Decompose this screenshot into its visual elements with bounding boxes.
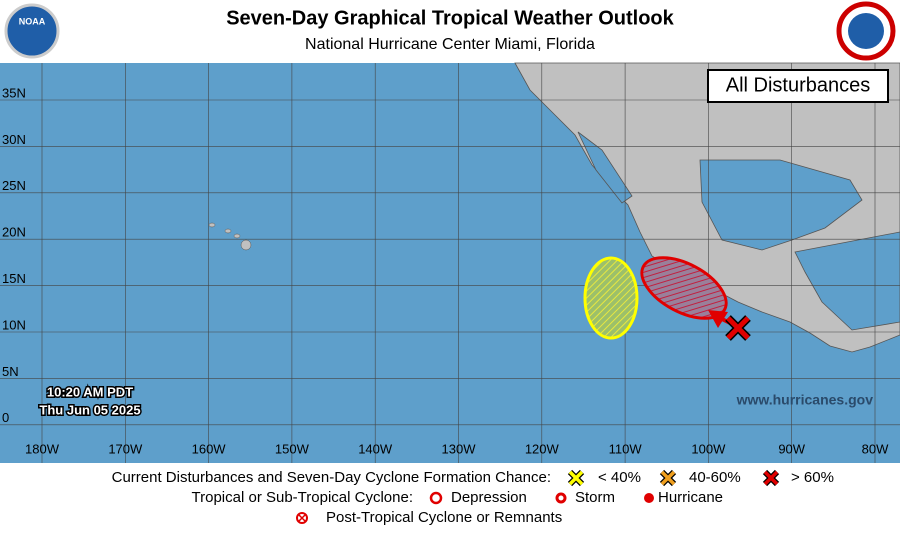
high-chance-x bbox=[725, 315, 751, 341]
gulf-of-mexico bbox=[699, 159, 863, 251]
lon-label: 180W bbox=[25, 441, 60, 456]
header-bg bbox=[0, 0, 900, 63]
legend-item: > 60% bbox=[791, 469, 834, 486]
lat-label: 30N bbox=[2, 132, 26, 147]
legend: Current Disturbances and Seven-Day Cyclo… bbox=[112, 469, 834, 526]
lat-label: 20N bbox=[2, 225, 26, 240]
lon-label: 90W bbox=[778, 441, 805, 456]
lon-label: 120W bbox=[525, 441, 560, 456]
legend-item: Post-Tropical Cyclone or Remnants bbox=[326, 509, 562, 526]
logo-text: NOAA bbox=[19, 16, 46, 26]
lon-label: 150W bbox=[275, 441, 310, 456]
lon-label: 110W bbox=[609, 441, 643, 456]
lat-label: 35N bbox=[2, 85, 26, 100]
badge: All Disturbances bbox=[726, 74, 871, 96]
hawaii bbox=[208, 222, 252, 251]
subtitle: National Hurricane Center Miami, Florida bbox=[305, 36, 595, 53]
legend-item: Storm bbox=[575, 489, 615, 506]
badge-box bbox=[707, 69, 889, 103]
map: All Disturbances 10:20 AM PDT Thu Jun 05… bbox=[0, 62, 900, 463]
lon-label: 130W bbox=[442, 441, 477, 456]
noaa-logo bbox=[4, 3, 60, 59]
area-high bbox=[640, 256, 728, 320]
legend-item: < 40% bbox=[598, 469, 641, 486]
graticule bbox=[0, 63, 900, 463]
website: www.hurricanes.gov bbox=[736, 392, 874, 408]
title: Seven-Day Graphical Tropical Weather Out… bbox=[226, 7, 674, 29]
nws-logo-inner bbox=[848, 13, 884, 49]
lat-label: 15N bbox=[2, 271, 26, 286]
legend-item: Depression bbox=[451, 489, 527, 506]
area-low bbox=[583, 256, 639, 340]
lat-label: 0 bbox=[2, 410, 9, 425]
caribbean bbox=[794, 231, 900, 331]
lon-label: 160W bbox=[192, 441, 227, 456]
arrowhead bbox=[708, 310, 728, 328]
lat-label: 5N bbox=[2, 364, 19, 379]
legend-item: Hurricane bbox=[658, 489, 723, 506]
timestamp: 10:20 AM PDT bbox=[47, 384, 133, 399]
lon-label: 80W bbox=[862, 441, 889, 456]
legend-label: Tropical or Sub-Tropical Cyclone: bbox=[192, 489, 413, 506]
lat-label: 25N bbox=[2, 178, 26, 193]
timestamp: Thu Jun 05 2025 bbox=[39, 402, 140, 417]
lon-label: 170W bbox=[108, 441, 143, 456]
gulf-of-california bbox=[577, 131, 633, 204]
lat-label: 10N bbox=[2, 317, 26, 332]
legend-item: 40-60% bbox=[689, 469, 741, 486]
lon-label: 140W bbox=[358, 441, 393, 456]
legend-label: Current Disturbances and Seven-Day Cyclo… bbox=[112, 469, 551, 486]
lon-label: 100W bbox=[691, 441, 726, 456]
